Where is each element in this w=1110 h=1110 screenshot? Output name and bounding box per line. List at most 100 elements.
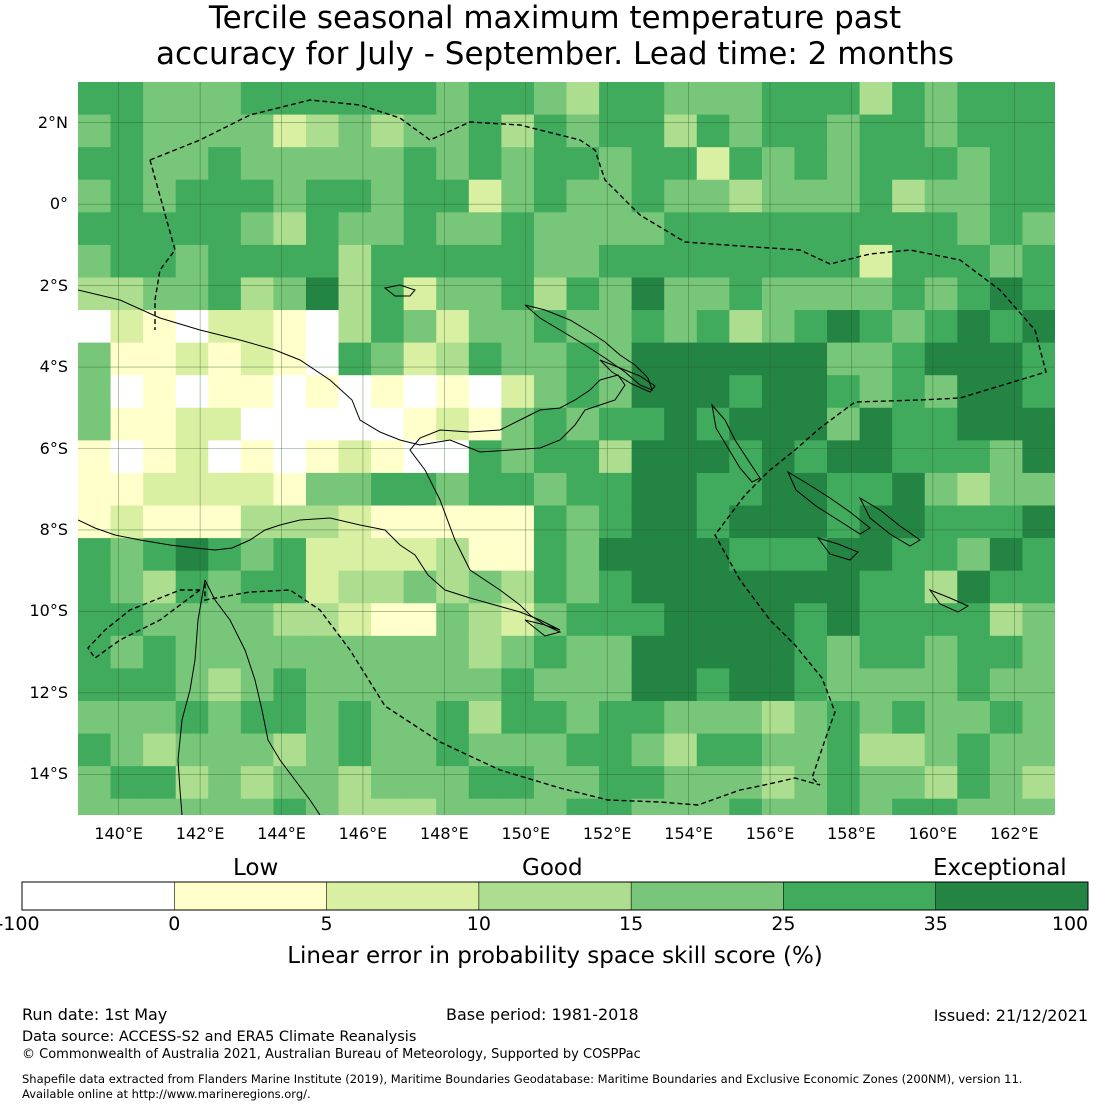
skill-cell <box>468 635 502 669</box>
skill-cell <box>794 635 828 669</box>
skill-cell <box>533 114 568 148</box>
skill-cell <box>794 82 828 116</box>
skill-cell <box>989 570 1024 604</box>
skill-cell <box>240 440 274 474</box>
skill-cell <box>273 114 307 148</box>
colorbar-border <box>21 881 1089 911</box>
skill-cell <box>533 700 568 735</box>
skill-cell <box>403 635 437 669</box>
skill-cell <box>468 700 502 735</box>
skill-cell <box>729 147 763 181</box>
skill-cell <box>924 440 958 474</box>
skill-cell <box>794 603 828 637</box>
png-eez-line <box>149 99 1047 806</box>
latitude-label: 8°S <box>39 519 68 539</box>
skill-cell <box>305 179 340 213</box>
skill-cell <box>501 635 535 669</box>
skill-cell <box>371 472 405 507</box>
map-title: Tercile seasonal maximum temperature pas… <box>0 0 1110 72</box>
skill-cell <box>924 147 958 181</box>
skill-cell <box>924 277 958 311</box>
skill-cell <box>208 82 242 116</box>
skill-cell <box>1022 798 1055 815</box>
skill-cell <box>859 766 893 800</box>
skill-cell <box>208 440 242 474</box>
skill-cell <box>664 147 698 181</box>
australia-coastline <box>177 579 321 815</box>
skill-cell <box>957 440 991 474</box>
shapefile-credit-1: Shapefile data extracted from Flanders M… <box>22 1072 1023 1086</box>
skill-cell <box>371 310 405 344</box>
skill-cell <box>1022 407 1055 441</box>
skill-cell <box>761 668 796 702</box>
skill-cell <box>696 472 730 507</box>
data-source: Data source: ACCESS-S2 and ERA5 Climate … <box>22 1029 417 1045</box>
skill-cell <box>143 700 177 735</box>
skill-cell <box>436 179 470 213</box>
skill-cell <box>664 538 698 572</box>
skill-cell <box>599 179 633 213</box>
skill-cell <box>924 668 958 702</box>
skill-cell <box>892 766 926 800</box>
skill-cell <box>338 277 372 311</box>
skill-cell <box>273 635 307 669</box>
skill-cell <box>78 440 112 474</box>
skill-cell <box>599 277 633 311</box>
skill-cell <box>631 603 665 637</box>
skill-cell <box>631 766 665 800</box>
skill-cell <box>989 668 1024 702</box>
skill-cell <box>110 179 144 213</box>
skill-cell <box>143 668 177 702</box>
run-date: Run date: 1st May <box>22 1005 168 1024</box>
skill-cell <box>729 505 763 539</box>
skill-cell <box>696 179 730 213</box>
skill-cell <box>761 277 796 311</box>
skill-cell <box>110 700 144 735</box>
skill-cell <box>892 668 926 702</box>
skill-cell <box>143 798 177 815</box>
skill-cell <box>240 668 274 702</box>
skill-cell <box>664 407 698 441</box>
copyright-notice: © Commonwealth of Australia 2021, Austra… <box>22 1047 641 1062</box>
skill-cell <box>664 700 698 735</box>
skill-cell <box>761 407 796 441</box>
skill-cell <box>371 277 405 311</box>
skill-cell <box>175 505 209 539</box>
skill-cell <box>631 407 665 441</box>
skill-cell <box>273 277 307 311</box>
skill-cell <box>989 277 1024 311</box>
longitude-label: 154°E <box>664 824 713 843</box>
skill-cell <box>729 700 763 735</box>
skill-cell <box>338 244 372 279</box>
skill-cell <box>305 212 340 246</box>
skill-cell <box>989 798 1024 815</box>
skill-cell <box>1022 212 1055 246</box>
skill-cell <box>566 635 600 669</box>
longitude-label: 152°E <box>582 824 632 843</box>
skill-cell <box>892 570 926 604</box>
skill-cell <box>533 570 568 604</box>
skill-cell <box>631 244 665 279</box>
skill-cell <box>208 179 242 213</box>
skill-cell <box>273 179 307 213</box>
skill-cell <box>240 407 274 441</box>
skill-cell <box>371 342 405 376</box>
skill-cell <box>175 798 209 815</box>
skill-cell <box>664 179 698 213</box>
skill-cell <box>371 570 405 604</box>
skill-cell <box>305 244 340 279</box>
skill-cell <box>989 244 1024 279</box>
skill-cell <box>924 635 958 669</box>
skill-cell <box>208 310 242 344</box>
skill-cell <box>631 342 665 376</box>
skill-cell <box>403 114 437 148</box>
skill-cell <box>436 277 470 311</box>
skill-cell <box>566 212 600 246</box>
skill-cell <box>827 570 861 604</box>
skill-cell <box>892 505 926 539</box>
skill-cell <box>794 668 828 702</box>
skill-cell <box>1022 733 1055 767</box>
skill-cell <box>696 147 730 181</box>
skill-cell <box>338 668 372 702</box>
